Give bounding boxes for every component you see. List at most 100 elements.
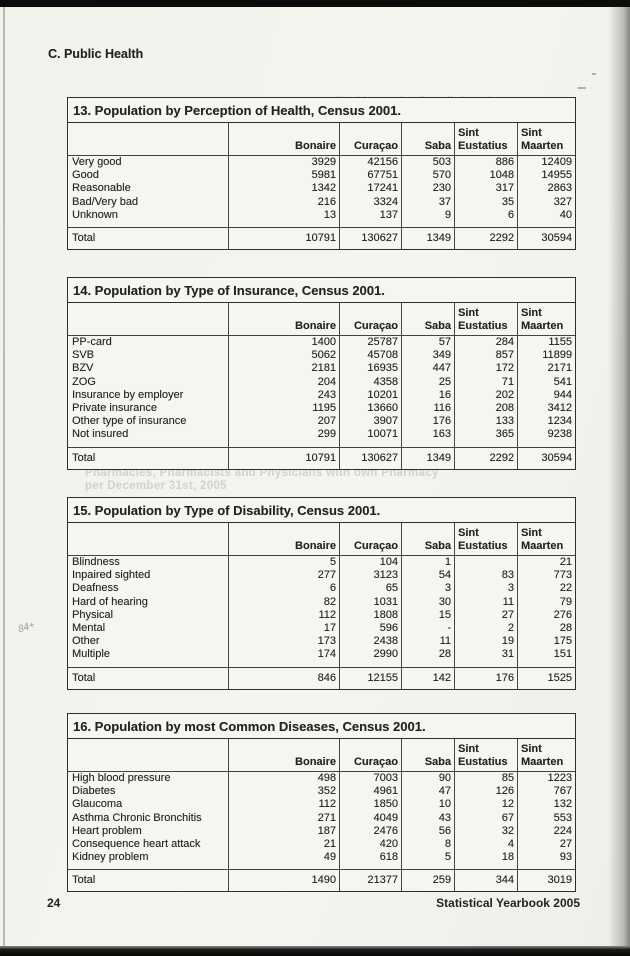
value-cell: 37 bbox=[401, 195, 454, 209]
value-cell: 15 bbox=[401, 608, 454, 622]
value-cell: 204 bbox=[228, 375, 339, 389]
value-cell: 4049 bbox=[339, 811, 401, 825]
column-header-saba: Saba bbox=[401, 123, 454, 156]
value-cell: 596 bbox=[339, 621, 401, 636]
value-cell: 13 bbox=[228, 208, 339, 222]
value-cell: 11899 bbox=[517, 349, 575, 363]
column-header-line: Sint bbox=[521, 127, 542, 139]
spacer-cell bbox=[454, 661, 517, 667]
value-cell: 27 bbox=[517, 837, 575, 852]
column-header-curaçao: Curaçao bbox=[339, 739, 401, 772]
total-label: Total bbox=[68, 869, 228, 891]
value-cell: 67 bbox=[454, 811, 517, 825]
column-header-line: Eustatius bbox=[458, 140, 508, 152]
value-cell: 31 bbox=[454, 648, 517, 662]
value-cell: 45708 bbox=[339, 349, 401, 363]
spacer-cell bbox=[517, 441, 575, 447]
value-cell: 21 bbox=[228, 837, 339, 852]
value-cell: 2863 bbox=[517, 182, 575, 196]
total-value-cell: 344 bbox=[454, 869, 517, 892]
total-label: Total bbox=[68, 226, 228, 249]
spacer-cell bbox=[454, 441, 517, 447]
value-cell: 2990 bbox=[339, 648, 401, 662]
spacer-cell bbox=[339, 221, 401, 227]
value-cell: 9 bbox=[401, 208, 454, 222]
spacer-cell bbox=[401, 864, 454, 870]
total-label: Total bbox=[68, 666, 228, 689]
spacer-cell bbox=[228, 661, 339, 667]
value-cell: 3 bbox=[454, 582, 517, 596]
table-14-type-of-insurance: 14. Population by Type of Insurance, Cen… bbox=[67, 277, 576, 470]
value-cell: 54 bbox=[401, 569, 454, 583]
value-cell: 14955 bbox=[517, 169, 575, 183]
value-cell: 2438 bbox=[339, 635, 401, 649]
column-header-line: Maarten bbox=[521, 140, 564, 152]
row-label: Hard of hearing bbox=[72, 595, 148, 608]
value-cell: 276 bbox=[517, 608, 575, 622]
value-cell: 126 bbox=[454, 785, 517, 799]
spacer-cell bbox=[454, 221, 517, 227]
column-header-bonaire: Bonaire bbox=[228, 123, 339, 156]
value-cell: 35 bbox=[454, 195, 517, 209]
pencil-smudge bbox=[592, 73, 596, 75]
value-cell: 498 bbox=[228, 772, 339, 786]
value-cell: 4358 bbox=[339, 375, 401, 389]
column-header-line: Curaçao bbox=[353, 540, 398, 552]
column-header-curaçao: Curaçao bbox=[339, 123, 401, 156]
value-cell: 767 bbox=[517, 785, 575, 799]
column-header-sint-eustatius: Sint Eustatius bbox=[454, 123, 517, 156]
column-header-line: Eustatius bbox=[458, 320, 508, 332]
value-cell: 6 bbox=[228, 582, 339, 596]
total-value-cell: 2292 bbox=[454, 226, 517, 249]
column-header-sint-eustatius: Sint Eustatius bbox=[454, 523, 517, 556]
value-cell: 17 bbox=[228, 621, 339, 636]
value-cell: 28 bbox=[401, 648, 454, 662]
value-cell: 3 bbox=[401, 582, 454, 596]
header-empty-cell bbox=[68, 303, 228, 336]
row-label: Reasonable bbox=[72, 182, 131, 195]
value-cell: 202 bbox=[454, 388, 517, 402]
column-header-bonaire: Bonaire bbox=[228, 523, 339, 556]
scan-spine-shadow bbox=[608, 7, 630, 946]
table-title: 16. Population by most Common Diseases, … bbox=[68, 714, 575, 739]
value-cell: 208 bbox=[454, 401, 517, 416]
row-label: Very good bbox=[72, 156, 122, 168]
column-header-line: Sint bbox=[458, 307, 479, 319]
value-cell: 25787 bbox=[339, 336, 401, 350]
row-label: Private insurance bbox=[72, 401, 157, 414]
header-empty-cell bbox=[68, 523, 228, 556]
column-header-line: Saba bbox=[424, 540, 451, 552]
value-cell: 40 bbox=[517, 208, 575, 222]
value-cell: 2171 bbox=[517, 362, 575, 376]
value-cell: 16 bbox=[401, 388, 454, 402]
value-cell: 112 bbox=[228, 608, 339, 622]
row-label: High blood pressure bbox=[72, 772, 171, 784]
value-cell: 207 bbox=[228, 415, 339, 429]
value-cell: 151 bbox=[517, 648, 575, 662]
value-cell: 3929 bbox=[228, 156, 339, 170]
value-cell: 2181 bbox=[228, 362, 339, 376]
spacer-cell bbox=[517, 661, 575, 667]
value-cell: 2 bbox=[454, 621, 517, 636]
row-label: Glaucoma bbox=[72, 798, 123, 811]
column-header-saba: Saba bbox=[401, 739, 454, 772]
value-cell: 71 bbox=[454, 375, 517, 389]
value-cell: 553 bbox=[517, 811, 575, 825]
handwritten-mark: 84+ bbox=[16, 619, 37, 636]
column-header-line: Sint bbox=[458, 743, 479, 755]
row-label: Insurance by employer bbox=[72, 388, 184, 401]
column-header-line: Sint bbox=[521, 527, 542, 539]
value-cell: 57 bbox=[401, 336, 454, 350]
row-label: Mental bbox=[72, 621, 106, 634]
value-cell: 174 bbox=[228, 648, 339, 662]
value-cell: 30 bbox=[401, 595, 454, 609]
value-cell: 886 bbox=[454, 156, 517, 170]
column-header-sint-eustatius: Sint Eustatius bbox=[454, 739, 517, 772]
column-header-line: Curaçao bbox=[353, 140, 398, 152]
column-header-line: Saba bbox=[424, 320, 451, 332]
value-cell: 4961 bbox=[339, 785, 401, 799]
value-cell: 773 bbox=[517, 569, 575, 583]
table-title: 15. Population by Type of Disability, Ce… bbox=[68, 498, 575, 523]
total-value-cell: 1349 bbox=[401, 446, 454, 469]
